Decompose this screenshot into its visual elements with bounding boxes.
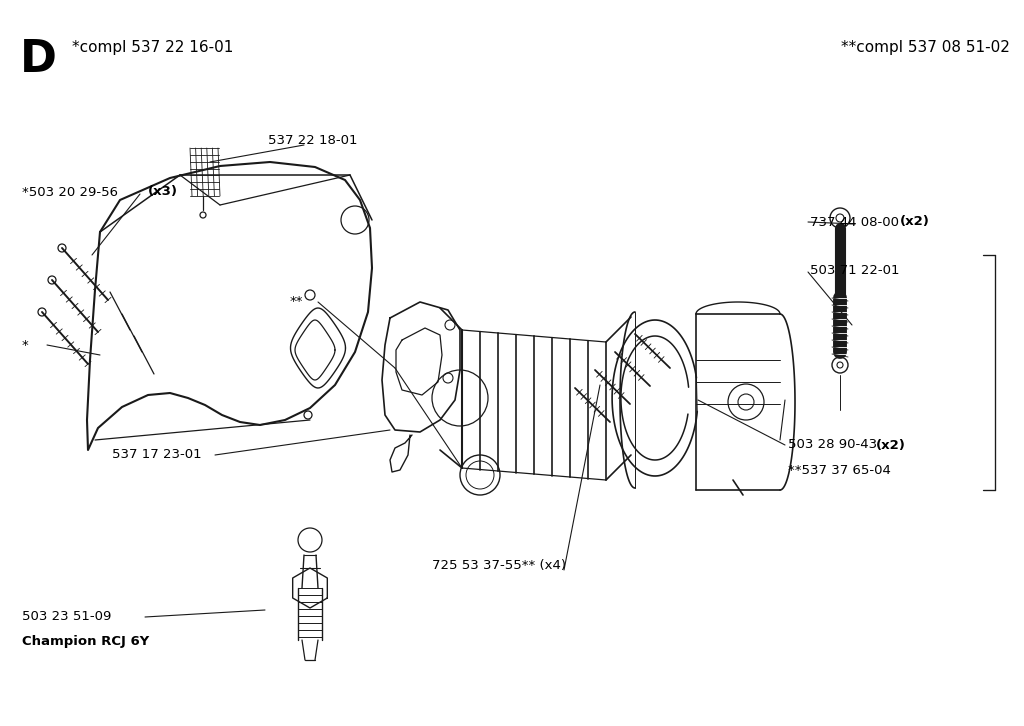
Text: **: **	[290, 295, 303, 309]
Text: (x3): (x3)	[148, 186, 178, 198]
Text: 537 22 18-01: 537 22 18-01	[268, 134, 357, 147]
Text: 537 17 23-01: 537 17 23-01	[112, 449, 202, 462]
Text: (x2): (x2)	[900, 216, 930, 229]
Text: *: *	[22, 338, 29, 351]
Text: *compl 537 22 16-01: *compl 537 22 16-01	[72, 40, 233, 55]
Text: 503 23 51-09: 503 23 51-09	[22, 611, 112, 624]
Text: 737 44 08-00: 737 44 08-00	[810, 216, 903, 229]
Text: **compl 537 08 51-02: **compl 537 08 51-02	[841, 40, 1010, 55]
Text: (x2): (x2)	[876, 439, 906, 452]
Text: D: D	[20, 38, 57, 81]
Text: **537 37 65-04: **537 37 65-04	[788, 463, 891, 476]
Text: *503 20 29-56: *503 20 29-56	[22, 186, 122, 198]
Text: 503 71 22-01: 503 71 22-01	[810, 264, 899, 277]
Text: 503 28 90-43: 503 28 90-43	[788, 439, 882, 452]
Text: Champion RCJ 6Y: Champion RCJ 6Y	[22, 635, 150, 648]
Text: 725 53 37-55** (x4): 725 53 37-55** (x4)	[432, 558, 566, 571]
